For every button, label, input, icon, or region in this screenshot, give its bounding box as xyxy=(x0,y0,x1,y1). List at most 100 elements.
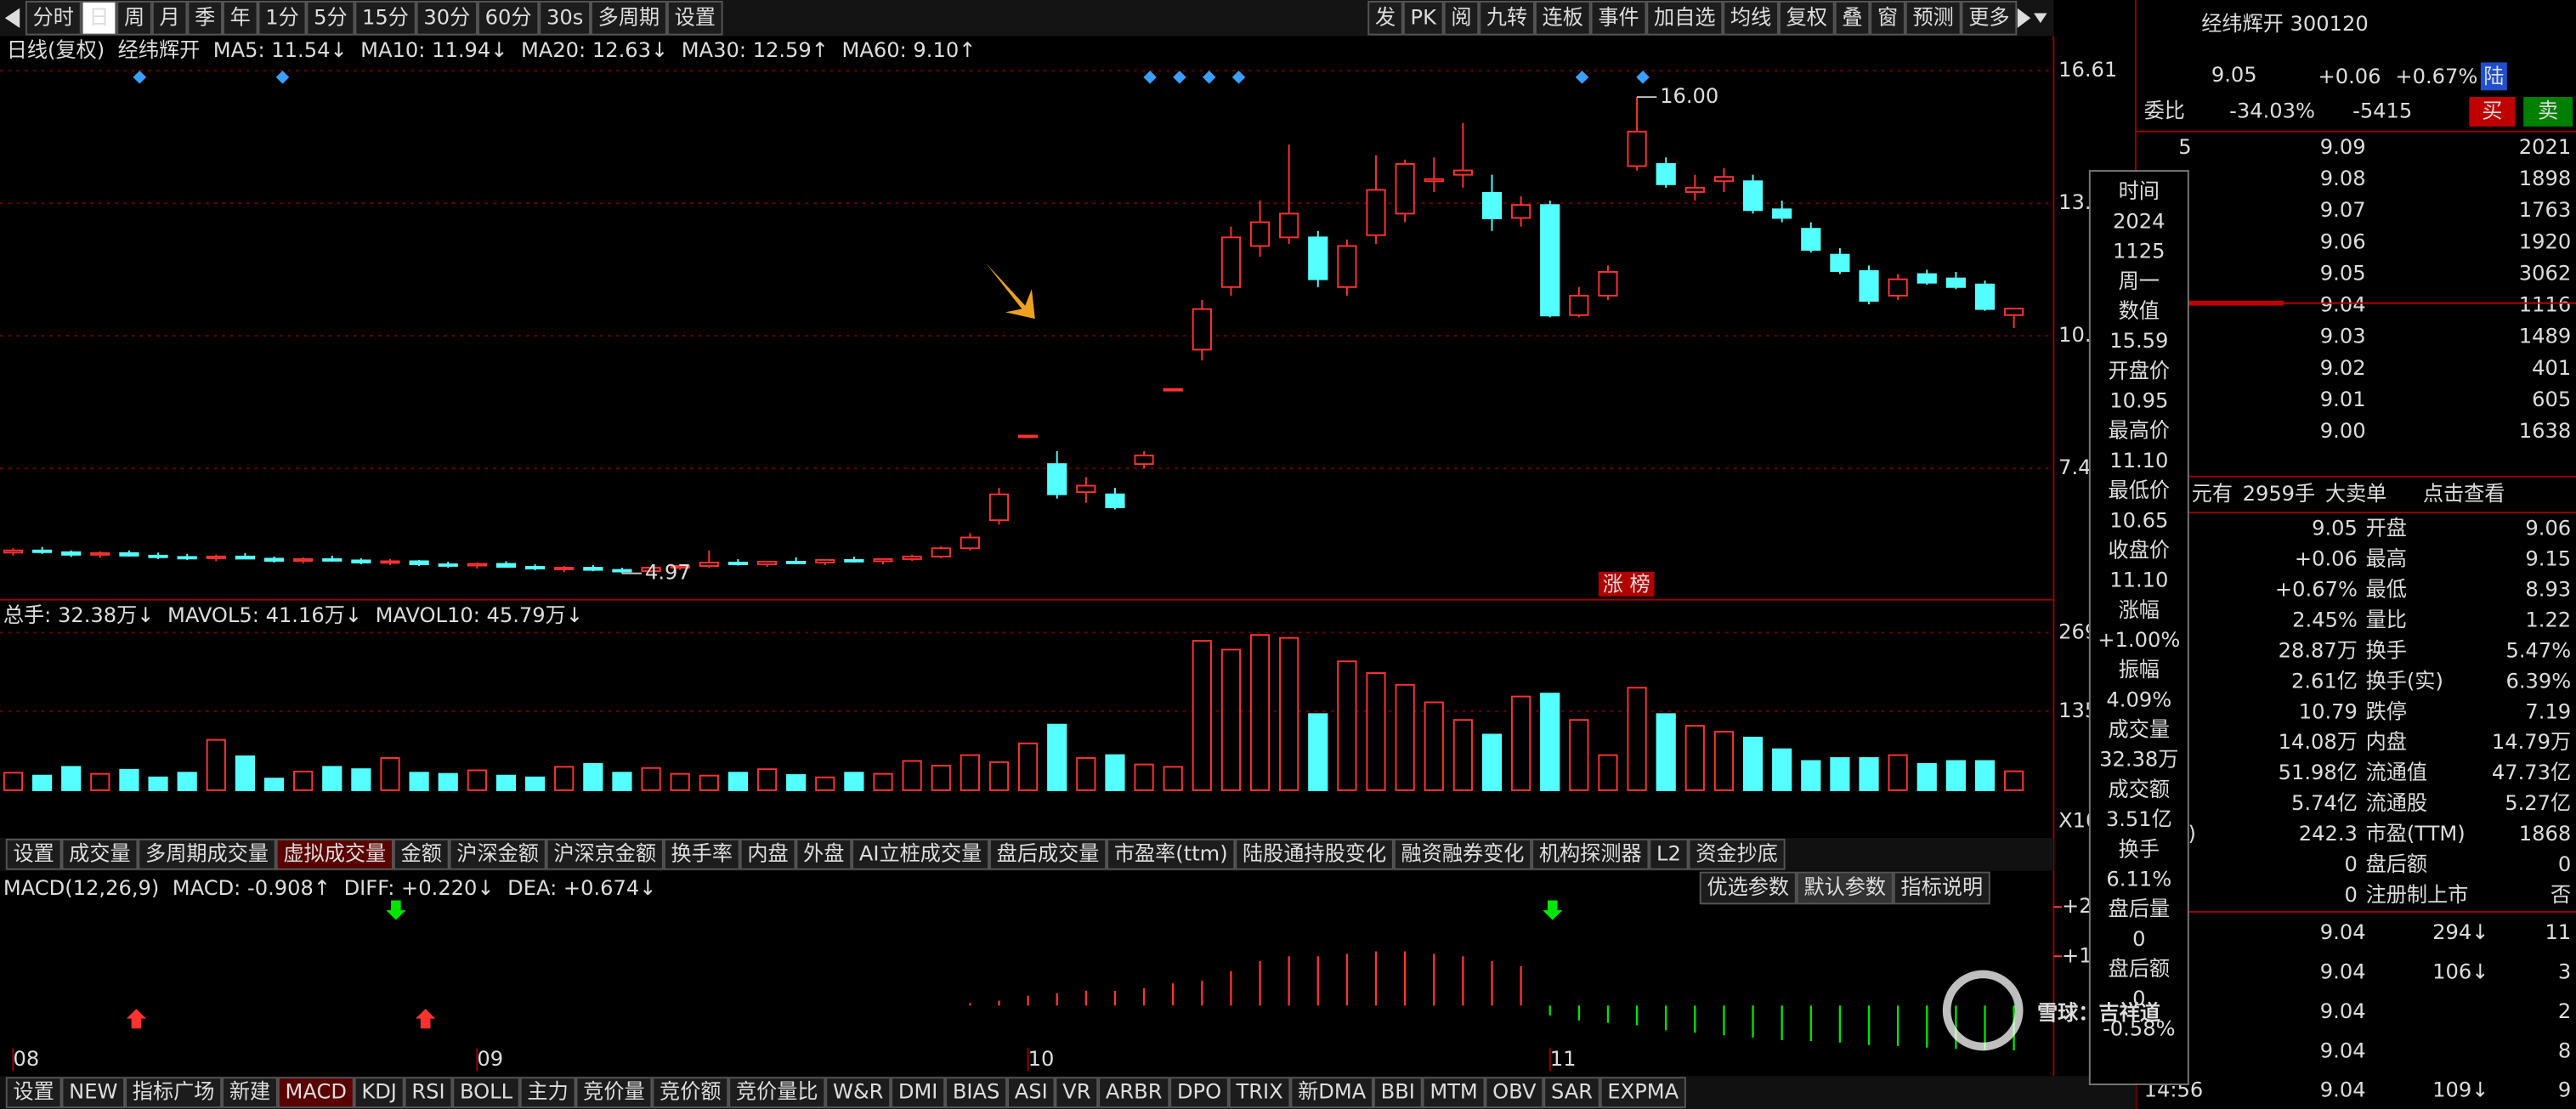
indicator-tab[interactable]: OBV xyxy=(1492,1080,1537,1104)
toolbar-button[interactable]: 加自选 xyxy=(1654,5,1715,29)
buy-button[interactable]: 买 xyxy=(2482,99,2502,122)
stat-value: 5.47% xyxy=(2505,638,2571,662)
toolbar-button[interactable]: 事件 xyxy=(1598,5,1639,29)
toolbar-button[interactable]: 阅 xyxy=(1451,5,1471,29)
toolbar-button-box xyxy=(1905,0,1962,36)
stat-label: 最高 xyxy=(2366,546,2407,570)
toolbar-button[interactable]: 30分 xyxy=(423,5,470,29)
indicator-tab-box xyxy=(61,1077,126,1109)
indicator-tab-box xyxy=(1098,1077,1170,1109)
indicator-tab[interactable]: 主力 xyxy=(527,1080,568,1104)
back-icon[interactable] xyxy=(4,8,20,28)
indicator-tab[interactable]: 盘后成交量 xyxy=(997,841,1100,865)
indicator-tab[interactable]: 竞价量比 xyxy=(736,1080,818,1104)
indicator-tab-box xyxy=(452,1077,520,1109)
toolbar-button[interactable]: 年 xyxy=(230,5,251,29)
indicator-tab[interactable]: 虚拟成交量 xyxy=(283,841,386,865)
toolbar-button[interactable]: 九转 xyxy=(1486,5,1527,29)
indicator-tab[interactable]: 竞价额 xyxy=(660,1080,721,1104)
toolbar-button[interactable]: 更多 xyxy=(1968,5,2009,29)
indicator-tab-box xyxy=(1393,838,1532,870)
menu-icon[interactable] xyxy=(2034,13,2047,24)
indicator-tab[interactable]: DMI xyxy=(898,1080,938,1104)
indicator-tab[interactable]: MTM xyxy=(1430,1080,1477,1104)
indicator-tab[interactable]: 竞价量 xyxy=(583,1080,644,1104)
volume-bar xyxy=(2004,770,2024,791)
indicator-tab[interactable]: BIAS xyxy=(953,1080,1000,1104)
indicator-tab[interactable]: ASI xyxy=(1015,1080,1048,1104)
indicator-tab[interactable]: 多周期成交量 xyxy=(145,841,269,865)
candle-body xyxy=(641,567,661,573)
indicator-tab[interactable]: RSI xyxy=(411,1080,444,1104)
indicator-tab[interactable]: NEW xyxy=(69,1080,117,1104)
indicator-tab[interactable]: 沪深金额 xyxy=(456,841,539,865)
indicator-tab[interactable]: 机构探测器 xyxy=(1539,841,1642,865)
indicator-tab[interactable]: SAR xyxy=(1551,1080,1593,1104)
annotation-label: 4.97 xyxy=(645,561,691,585)
indicator-tab[interactable]: TRIX xyxy=(1236,1080,1283,1104)
toolbar-button[interactable]: 预测 xyxy=(1913,5,1954,29)
indicator-tab[interactable]: VR xyxy=(1062,1080,1091,1104)
toolbar-button[interactable]: 季 xyxy=(195,5,215,29)
toolbar-button[interactable]: 30s xyxy=(546,5,583,29)
indicator-tab[interactable]: 指标广场 xyxy=(133,1080,215,1104)
param-button[interactable]: 默认参数 xyxy=(1803,875,1886,899)
indicator-tab[interactable]: BBI xyxy=(1381,1080,1415,1104)
indicator-tab[interactable]: 新DMA xyxy=(1298,1080,1367,1104)
indicator-tab[interactable]: EXPMA xyxy=(1607,1080,1679,1104)
indicator-tab[interactable]: 陆股通持股变化 xyxy=(1243,841,1386,865)
param-button-box xyxy=(1796,871,1894,905)
toolbar-button-box xyxy=(354,0,416,36)
toolbar-button[interactable]: 日 xyxy=(88,5,109,29)
toolbar-button[interactable]: 窗 xyxy=(1877,5,1898,29)
indicator-tab[interactable]: 融资融券变化 xyxy=(1401,841,1525,865)
toolbar-button[interactable]: 60分 xyxy=(485,5,532,29)
indicator-tab[interactable]: 金额 xyxy=(401,841,442,865)
big-order-text[interactable]: 点击查看 xyxy=(2423,482,2505,506)
param-button[interactable]: 指标说明 xyxy=(1900,875,1983,899)
toolbar-button[interactable]: 5分 xyxy=(314,5,348,29)
popup-text: +1.00% xyxy=(2098,628,2180,652)
param-button[interactable]: 优选参数 xyxy=(1707,875,1789,899)
toolbar-button[interactable]: 15分 xyxy=(362,5,409,29)
indicator-tab[interactable]: ARBR xyxy=(1106,1080,1163,1104)
popup-text: 11.10 xyxy=(2109,449,2168,472)
stat-label: 最低 xyxy=(2366,577,2407,601)
indicator-tab[interactable]: KDJ xyxy=(361,1080,397,1104)
toolbar-button[interactable]: 连板 xyxy=(1543,5,1583,29)
indicator-tab[interactable]: BOLL xyxy=(460,1080,513,1104)
indicator-tab[interactable]: DPO xyxy=(1177,1080,1221,1104)
indicator-tab[interactable]: 外盘 xyxy=(803,841,844,865)
toolbar-button[interactable]: 发 xyxy=(1375,5,1396,29)
toolbar-button[interactable]: 叠 xyxy=(1842,5,1862,29)
toolbar-button[interactable]: 周 xyxy=(124,5,144,29)
indicator-tab[interactable]: 内盘 xyxy=(747,841,788,865)
volume-bar xyxy=(1249,634,1271,791)
indicator-tab-box xyxy=(1543,1077,1600,1109)
indicator-tab[interactable]: 沪深京金额 xyxy=(553,841,656,865)
indicator-tab[interactable]: AI立桩成交量 xyxy=(859,841,982,865)
indicator-tab[interactable]: L2 xyxy=(1656,841,1681,865)
toolbar-button[interactable]: 均线 xyxy=(1730,5,1771,29)
indicator-tab[interactable]: 设置 xyxy=(13,1080,54,1104)
toolbar-button[interactable]: 设置 xyxy=(675,5,716,29)
indicator-tab[interactable]: MACD xyxy=(286,1080,347,1104)
indicator-tab[interactable]: 市盈率(ttm) xyxy=(1114,841,1228,865)
indicator-tab[interactable]: 新建 xyxy=(229,1080,270,1104)
forward-icon[interactable] xyxy=(2017,8,2031,28)
toolbar-button[interactable]: 月 xyxy=(160,5,180,29)
volume-bar xyxy=(728,772,749,791)
indicator-tab[interactable]: 资金抄底 xyxy=(1696,841,1778,865)
toolbar-button[interactable]: PK xyxy=(1411,5,1438,29)
sell-button[interactable]: 卖 xyxy=(2538,99,2558,122)
toolbar-button[interactable]: 1分 xyxy=(265,5,299,29)
toolbar-button[interactable]: 多周期 xyxy=(598,5,660,29)
candle-body xyxy=(1017,434,1039,439)
toolbar-button[interactable]: 复权 xyxy=(1786,5,1827,29)
toolbar-button[interactable]: 分时 xyxy=(33,5,74,29)
indicator-tab[interactable]: 成交量 xyxy=(69,841,130,865)
indicator-tab[interactable]: 换手率 xyxy=(671,841,733,865)
indicator-tab[interactable]: 设置 xyxy=(13,841,54,865)
toolbar-button-box xyxy=(258,0,307,36)
indicator-tab[interactable]: W&R xyxy=(833,1080,884,1104)
